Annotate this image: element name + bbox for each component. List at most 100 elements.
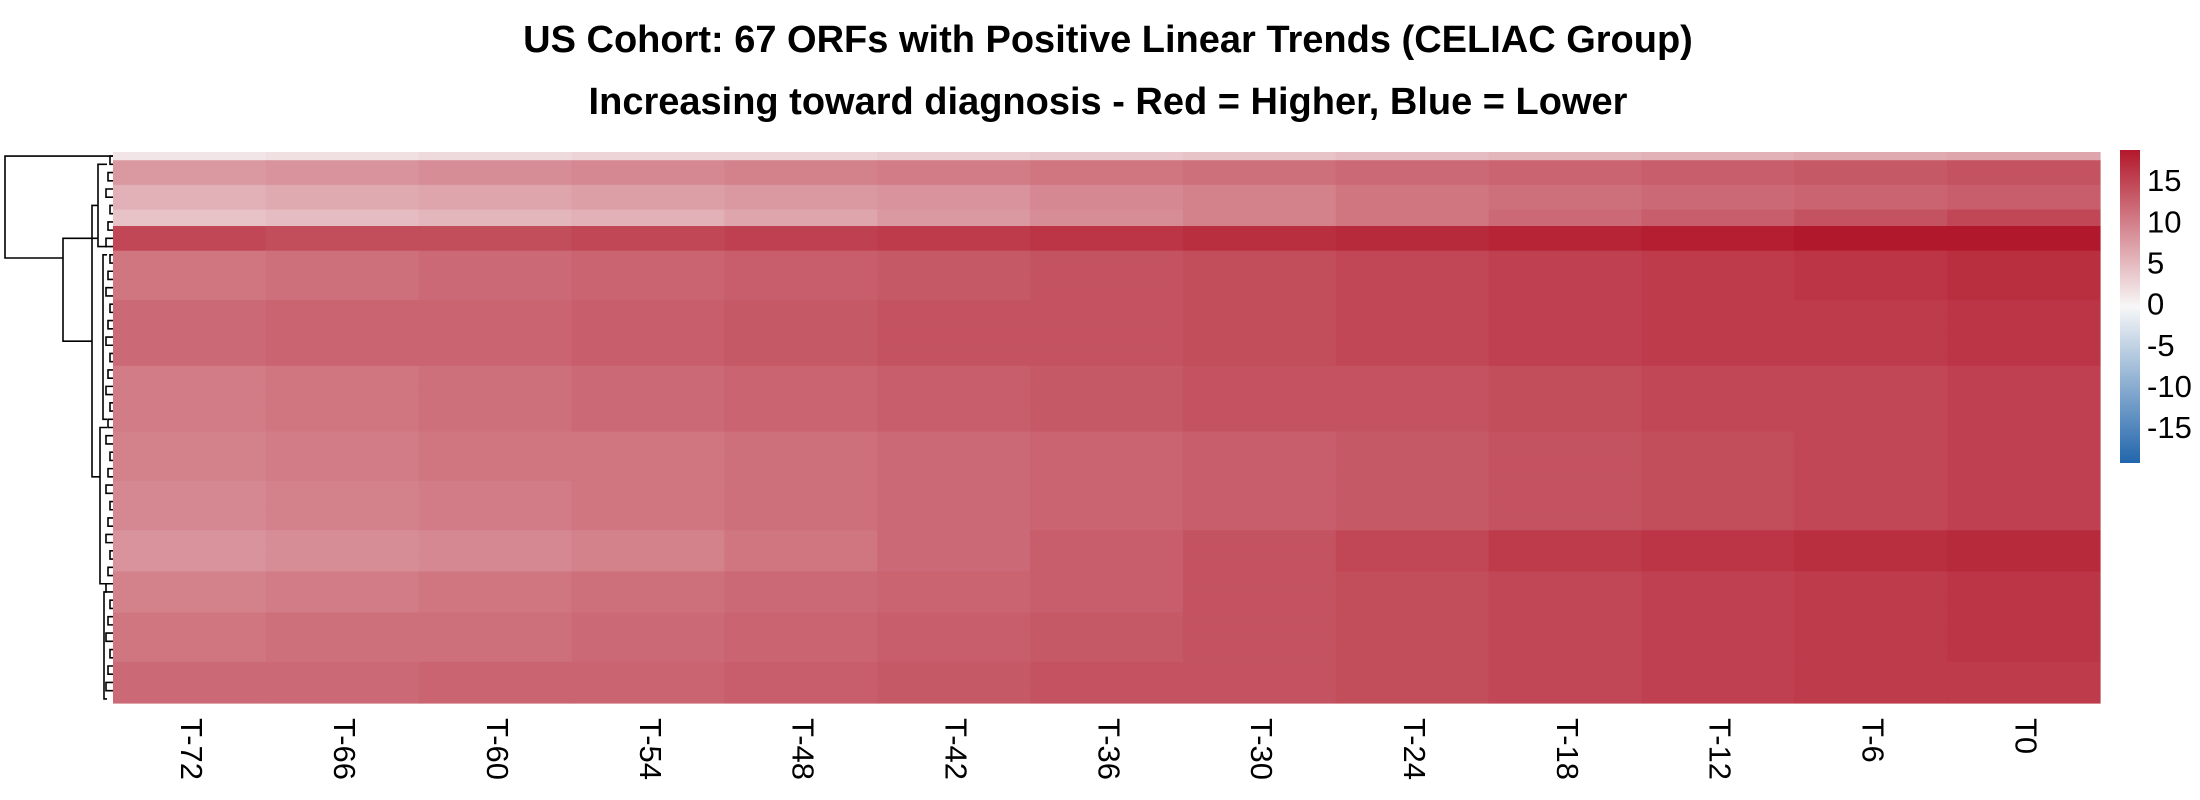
heatmap-cell [1641,464,1795,474]
heatmap-cell [1488,596,1643,605]
heatmap-cell [724,694,878,704]
heatmap-cell [1488,538,1643,548]
heatmap-cell [1794,538,1948,548]
heatmap-cell [1488,579,1643,589]
heatmap-cell [265,217,420,227]
legend-tick-label: 15 [2147,163,2181,198]
heatmap-cell [418,374,573,383]
heatmap-cell [1488,546,1643,556]
heatmap-cell [418,382,573,392]
heatmap-cell [724,480,878,490]
heatmap-cell [1182,522,1337,531]
heatmap-cell [1641,217,1795,227]
heatmap-cell [113,234,267,244]
heatmap-cell [1488,645,1643,655]
heatmap-cell [418,513,573,523]
heatmap-cell [113,415,267,424]
heatmap-cell [571,184,725,194]
heatmap-cell [571,678,725,688]
heatmap-cell [418,250,573,260]
heatmap-cell [418,184,573,194]
heatmap-cell [1488,431,1643,441]
heatmap-cell [724,349,878,359]
heatmap-cell [1641,653,1795,663]
heatmap-cell [1947,538,2101,548]
heatmap-cell [571,604,725,614]
heatmap-cell [113,448,267,457]
heatmap-cell [1947,620,2101,630]
heatmap-cell [113,357,267,367]
heatmap-cell [571,168,725,178]
heatmap-cell [571,382,725,392]
legend-color-bar [2120,150,2140,463]
heatmap-cell [418,349,573,359]
dendrogram-branch [103,591,107,700]
heatmap-cell [1030,653,1184,663]
heatmap-cell [1030,670,1184,679]
heatmap-cell [1641,480,1795,490]
heatmap-cell [1641,489,1795,498]
heatmap-cell [1794,291,1948,301]
heatmap-cell [1182,472,1337,482]
heatmap-cell [1335,201,1490,211]
heatmap-cell [418,489,573,498]
heatmap-cell [1947,184,2101,194]
heatmap-cell [1030,571,1184,581]
heatmap-cell [571,415,725,424]
heatmap-cell [1030,332,1184,342]
heatmap-cell [571,332,725,342]
heatmap-cell [1794,456,1948,466]
heatmap-cell [1488,670,1643,679]
dendrogram-branch [105,286,113,297]
heatmap-cell [877,168,1031,178]
heatmap-cell [1182,226,1337,235]
heatmap-cell [1335,464,1490,474]
heatmap-cell [877,300,1031,309]
heatmap-cell [1335,374,1490,383]
dendrogram-branch [109,402,113,412]
heatmap-cell [418,365,573,375]
heatmap-cell [1947,612,2101,622]
heatmap-cell [1182,628,1337,638]
heatmap-cell [1794,686,1948,696]
heatmap-cell [1641,604,1795,614]
heatmap-cell [1488,554,1643,564]
heatmap-cell [1947,226,2101,235]
heatmap-cell [1335,645,1490,655]
heatmap-cell [1641,341,1795,350]
heatmap-cell [1641,324,1795,334]
heatmap-cell [1488,653,1643,663]
heatmap-cell [1335,489,1490,498]
heatmap-cell [1488,661,1643,671]
heatmap-cell [1030,415,1184,424]
heatmap-cell [1947,579,2101,589]
heatmap-cell [265,316,420,326]
heatmap-cell [1488,423,1643,433]
heatmap-cell [113,308,267,318]
heatmap-cell [1488,678,1643,688]
heatmap-cell [1794,250,1948,260]
heatmap-cell [113,193,267,202]
heatmap-cell [418,522,573,531]
heatmap-cell [724,604,878,614]
heatmap-cell [113,439,267,449]
heatmap-cell [877,374,1031,383]
heatmap-cell [1335,176,1490,186]
heatmap-cell [1947,439,2101,449]
heatmap-cell [1947,546,2101,556]
heatmap-cell [877,283,1031,293]
heatmap-cell [877,645,1031,655]
heatmap-cell [724,530,878,540]
heatmap-cell [1030,678,1184,688]
heatmap-cell [1182,415,1337,424]
heatmap-cell [1641,193,1795,202]
heatmap-cell [418,291,573,301]
heatmap-cell [1794,604,1948,614]
heatmap-cell [571,316,725,326]
heatmap-cell [1641,554,1795,564]
heatmap-cell [724,415,878,424]
heatmap-cell [1030,324,1184,334]
heatmap-cell [1335,596,1490,605]
heatmap-cell [571,300,725,309]
